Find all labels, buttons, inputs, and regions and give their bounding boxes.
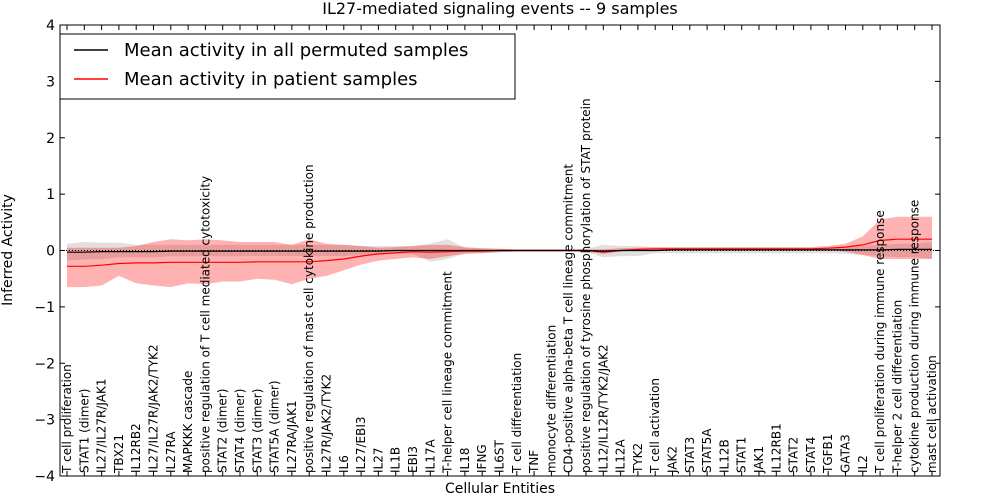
x-tick-label: IL6ST (493, 440, 507, 473)
x-tick-label: STAT3 (dimer) (250, 389, 264, 473)
x-tick-label: IL12B (717, 439, 731, 473)
chart-title: IL27-mediated signaling events -- 9 samp… (322, 0, 678, 18)
x-tick-label: JAK2 (666, 446, 680, 474)
y-tick-label: 1 (46, 187, 55, 203)
x-tick-label: IL27/EBI3 (354, 416, 368, 473)
legend-box (59, 33, 516, 100)
legend-label: Mean activity in all permuted samples (124, 40, 468, 61)
x-tick-label: TNF (527, 450, 541, 474)
x-tick-label: cytokine production during immune respon… (908, 200, 922, 473)
x-tick-label: IFNG (475, 444, 489, 473)
x-tick-label: TBX21 (112, 434, 126, 474)
x-tick-label: positive regulation of mast cell cytokin… (302, 164, 316, 473)
x-tick-label: positive regulation of tyrosine phosphor… (579, 98, 593, 473)
x-tick-label: GATA3 (839, 434, 853, 473)
band-patient (67, 216, 932, 288)
x-tick-label: IL12/IL12R/TYK2/JAK2 (596, 344, 610, 473)
x-tick-label: STAT1 (735, 437, 749, 473)
x-axis-label: Cellular Entities (445, 481, 555, 497)
x-tick-label: STAT2 (dimer) (216, 389, 230, 473)
y-tick-label: 2 (46, 131, 55, 147)
x-tick-label: IL27RA/JAK1 (285, 400, 299, 473)
x-tick-label: IL17A (423, 439, 437, 473)
x-tick-label: IL12RB2 (129, 423, 143, 473)
x-tick-label: IL2 (856, 455, 870, 473)
series-line-permuted (67, 248, 932, 253)
x-tick-label: STAT2 (787, 437, 801, 473)
x-tick-label: IL1B (389, 447, 403, 473)
x-tick-label: TGFB1 (821, 434, 835, 474)
x-tick-label: positive regulation of T cell mediated c… (198, 176, 212, 473)
y-tick-label: 4 (46, 18, 55, 34)
x-tick-label: mast cell activation (925, 355, 939, 473)
x-tick-label: STAT1 (dimer) (77, 389, 91, 473)
y-tick-label: −4 (34, 469, 55, 485)
x-tick-label: CD4-positive alpha-beta T cell lineage c… (562, 164, 576, 473)
x-tick-label: T cell differentiation (510, 353, 524, 474)
x-tick-label: T-helper 2 cell differentiation (890, 300, 904, 474)
x-tick-label: STAT4 (dimer) (233, 389, 247, 473)
x-tick-label: STAT3 (683, 437, 697, 473)
x-tick-label: T cell proliferation (60, 364, 74, 474)
x-tick-label: IL27/IL27R/JAK1 (95, 379, 109, 473)
x-tick-label: STAT5A (dimer) (268, 380, 282, 473)
legend-label: Mean activity in patient samples (124, 69, 418, 90)
x-tick-label: IL27RA (164, 431, 178, 473)
x-tick-label: IL6 (337, 455, 351, 473)
x-tick-label: T cell activation (648, 378, 662, 474)
x-tick-label: IL12RB1 (769, 423, 783, 473)
x-tick-label: T cell proliferation during immune respo… (873, 210, 887, 474)
x-tick-label: JAK1 (752, 446, 766, 474)
y-tick-label: 0 (46, 244, 55, 260)
x-tick-label: T-helper cell lineage commitment (441, 271, 455, 474)
y-axis-label: Inferred Activity (0, 194, 16, 306)
x-tick-label: IL12A (614, 439, 628, 473)
x-tick-label: IL27R/JAK2/TYK2 (320, 374, 334, 473)
x-tick-label: IL18 (458, 448, 472, 474)
x-tick-label: STAT5A (700, 428, 714, 473)
y-tick-label: −2 (34, 356, 55, 372)
x-tick-label: MAPKKK cascade (181, 371, 195, 473)
x-tick-label: monocyte differentiation (544, 325, 558, 473)
x-tick-label: STAT4 (804, 437, 818, 473)
plot-frame (59, 24, 941, 477)
y-tick-label: 3 (46, 74, 55, 90)
x-tick-label: EBI3 (406, 446, 420, 473)
x-tick-label: IL27/IL27R/JAK2/TYK2 (147, 344, 161, 473)
x-tick-label: TYK2 (631, 443, 645, 474)
x-tick-label: IL27 (371, 448, 385, 474)
y-tick-label: −3 (34, 413, 55, 429)
y-tick-label: −1 (34, 300, 55, 316)
